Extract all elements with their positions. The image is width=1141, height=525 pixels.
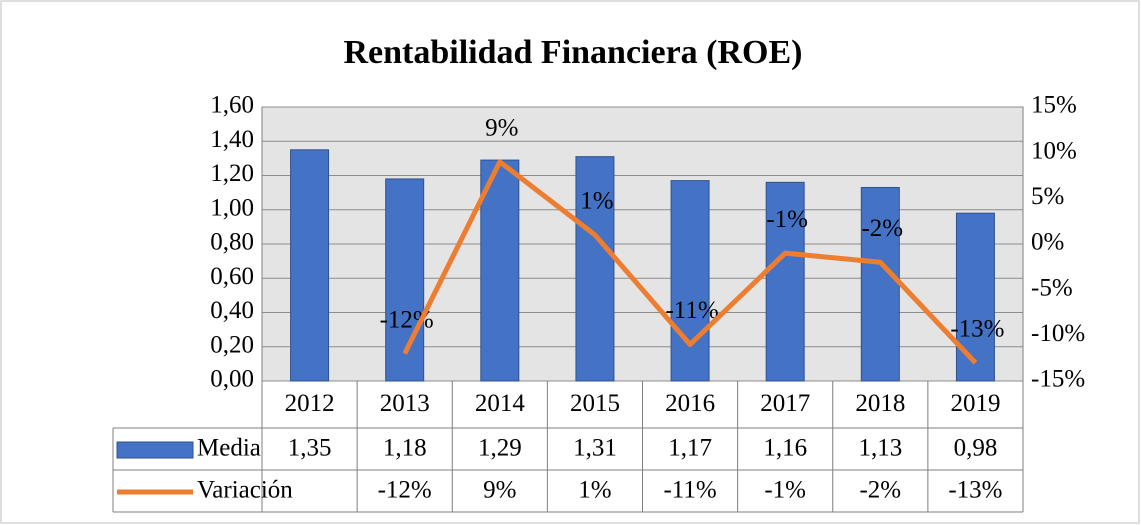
y2-tick-label: 15%	[1031, 92, 1077, 119]
bar	[860, 186, 900, 382]
y-tick-label: 0,60	[210, 263, 254, 290]
y-tick-label: 0,80	[210, 229, 254, 256]
y2-tick-label: -10%	[1031, 320, 1085, 347]
table-cell: 1,17	[668, 435, 712, 462]
x-tick-label: 2017	[760, 390, 810, 417]
bar	[765, 181, 805, 382]
table-cell: 1,18	[383, 435, 427, 462]
y-tick-label: 1,40	[210, 126, 254, 153]
bar	[670, 180, 710, 382]
y-tick-label: 1,60	[210, 92, 254, 119]
bar	[955, 212, 995, 382]
table-cell: 1,35	[288, 435, 332, 462]
y2-tick-label: -5%	[1031, 274, 1073, 301]
x-tick-label: 2012	[285, 390, 335, 417]
x-tick-label: 2013	[380, 390, 430, 417]
table-cell: -11%	[663, 477, 716, 504]
bar	[575, 156, 615, 382]
y-tick-label: 1,20	[210, 160, 254, 187]
table-cell: 1%	[578, 477, 611, 504]
table-cell: 1,31	[573, 435, 617, 462]
line	[402, 159, 978, 365]
data-label: -13%	[950, 315, 1004, 342]
bar	[385, 178, 425, 382]
y-tick-label: 0,00	[210, 366, 254, 393]
x-tick-label: 2016	[665, 390, 715, 417]
data-label: -2%	[861, 215, 903, 242]
y2-tick-label: -15%	[1031, 366, 1085, 393]
x-tick-label: 2014	[475, 390, 526, 417]
y-tick-label: 0,40	[210, 297, 254, 324]
table-cell: 9%	[483, 477, 516, 504]
y2-tick-label: 10%	[1031, 137, 1077, 164]
legend-swatch	[116, 441, 194, 459]
table-cell: 1,29	[478, 435, 522, 462]
legend-label: Media	[197, 435, 261, 462]
data-label: -1%	[766, 206, 808, 233]
table-cell: -2%	[859, 477, 901, 504]
table-cell: -1%	[764, 477, 806, 504]
table-cell: -13%	[948, 477, 1002, 504]
data-label: 9%	[485, 115, 518, 142]
data-label: -11%	[665, 297, 718, 324]
legend-label: Variación	[197, 477, 293, 504]
chart-title: Rentabilidad Financiera (ROE)	[343, 34, 802, 71]
y2-tick-label: 0%	[1031, 229, 1064, 256]
y-tick-label: 0,20	[210, 331, 254, 358]
data-label: 1%	[580, 188, 613, 215]
x-tick-label: 2019	[950, 390, 1000, 417]
table-cell: 1,16	[763, 435, 807, 462]
bar	[290, 149, 330, 382]
x-tick-label: 2015	[570, 390, 620, 417]
y2-tick-label: 5%	[1031, 183, 1064, 210]
bar	[480, 159, 520, 382]
table-cell: 1,13	[858, 435, 902, 462]
table-cell: 0,98	[954, 435, 998, 462]
y-tick-label: 1,00	[210, 194, 254, 221]
x-tick-label: 2018	[855, 390, 905, 417]
table-cell: -12%	[378, 477, 432, 504]
